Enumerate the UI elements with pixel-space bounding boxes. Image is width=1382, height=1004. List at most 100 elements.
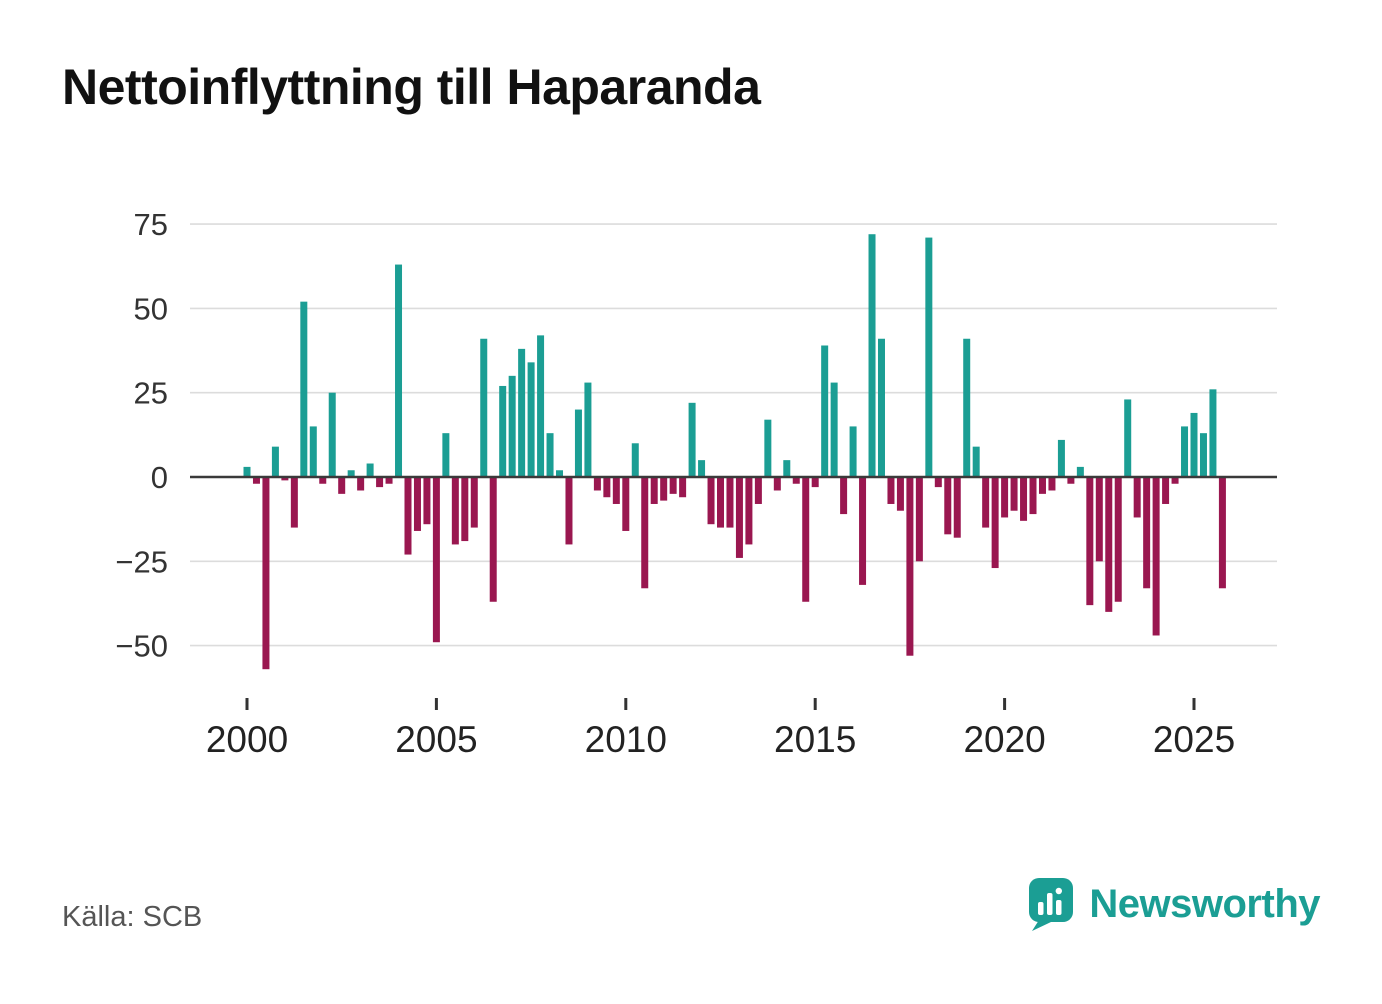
bar: 2018 Q4: -18 bbox=[953, 477, 961, 538]
bar: 2024 Q2: -8 bbox=[1162, 477, 1170, 504]
bar: 2025 Q4: -33 bbox=[1218, 477, 1226, 589]
bar: 2009 Q3: -6 bbox=[603, 477, 611, 498]
bar: 2014 Q4: -37 bbox=[802, 477, 810, 602]
bar: 2018 Q1: 71 bbox=[925, 237, 933, 477]
bar: 2012 Q2: -14 bbox=[707, 477, 715, 525]
bar: 2016 Q3: 72 bbox=[868, 234, 876, 477]
bar: 2024 Q4: 15 bbox=[1181, 426, 1189, 477]
bar: 2014 Q1: -4 bbox=[773, 477, 781, 491]
bar: 2009 Q2: -4 bbox=[593, 477, 601, 491]
bar: 2005 Q2: 13 bbox=[442, 433, 450, 477]
bar: 2021 Q1: -5 bbox=[1038, 477, 1046, 494]
bar: 2005 Q3: -20 bbox=[451, 477, 459, 545]
brand-block: Newsworthy bbox=[1027, 876, 1320, 932]
bar: 2013 Q2: -20 bbox=[745, 477, 753, 545]
bar: 2004 Q1: 63 bbox=[395, 264, 403, 477]
brand-wordmark: Newsworthy bbox=[1089, 881, 1320, 926]
bar: 2007 Q1: 30 bbox=[508, 375, 516, 477]
x-axis-label: 2025 bbox=[1153, 719, 1235, 760]
bar: 2013 Q4: 17 bbox=[764, 419, 772, 477]
bar: 2016 Q4: 41 bbox=[877, 338, 885, 477]
bar: 2000 Q4: 9 bbox=[271, 446, 279, 477]
bar: 2001 Q1: -1 bbox=[281, 477, 289, 481]
bar: 2014 Q2: 5 bbox=[783, 460, 791, 477]
chart-title: Nettoinflyttning till Haparanda bbox=[62, 59, 761, 115]
bar: 2020 Q3: -13 bbox=[1020, 477, 1028, 521]
bar: 2017 Q1: -8 bbox=[887, 477, 895, 504]
bar: 2004 Q2: -23 bbox=[404, 477, 412, 555]
bar: 2012 Q4: -15 bbox=[726, 477, 734, 528]
bar: 2015 Q3: 28 bbox=[830, 382, 838, 477]
bar: 2004 Q3: -16 bbox=[413, 477, 421, 531]
bar: 2008 Q1: 13 bbox=[546, 433, 554, 477]
bar: 2013 Q3: -8 bbox=[754, 477, 762, 504]
bar: 2023 Q4: -33 bbox=[1143, 477, 1151, 589]
bar: 2019 Q3: -15 bbox=[982, 477, 990, 528]
bar: 2023 Q1: -37 bbox=[1114, 477, 1122, 602]
bar: 2001 Q4: 15 bbox=[309, 426, 317, 477]
bar: 2013 Q1: -24 bbox=[735, 477, 743, 558]
bar: 2018 Q2: -3 bbox=[934, 477, 942, 488]
bar: 2002 Q4: 2 bbox=[347, 470, 355, 477]
bar: 2010 Q1: -16 bbox=[622, 477, 630, 531]
bar: 2021 Q4: -2 bbox=[1067, 477, 1075, 484]
bar: 2020 Q1: -12 bbox=[1001, 477, 1009, 518]
y-axis-label: 75 bbox=[134, 207, 168, 242]
x-axis-label: 2000 bbox=[206, 719, 288, 760]
bar: 2025 Q3: 26 bbox=[1209, 389, 1217, 477]
bar: 2016 Q2: -32 bbox=[859, 477, 867, 585]
bar: 2005 Q4: -19 bbox=[461, 477, 469, 542]
bar: 2024 Q3: -2 bbox=[1171, 477, 1179, 484]
bar: 2015 Q2: 39 bbox=[821, 345, 829, 477]
bar: 2021 Q2: -4 bbox=[1048, 477, 1056, 491]
bar: 2000 Q2: -2 bbox=[252, 477, 260, 484]
bar: 2016 Q1: 15 bbox=[849, 426, 857, 477]
bar: 2006 Q1: -15 bbox=[470, 477, 478, 528]
y-axis-label: 50 bbox=[134, 291, 168, 326]
bar: 2020 Q4: -11 bbox=[1029, 477, 1037, 515]
bar: 2022 Q2: -38 bbox=[1086, 477, 1094, 606]
bar: 2025 Q1: 19 bbox=[1190, 412, 1198, 477]
x-axis-label: 2020 bbox=[963, 719, 1045, 760]
bar: 2019 Q4: -27 bbox=[991, 477, 999, 569]
bar: 2019 Q1: 41 bbox=[963, 338, 971, 477]
bar: 2000 Q1: 3 bbox=[243, 466, 251, 477]
source-note: Källa: SCB bbox=[62, 901, 203, 933]
bar: 2018 Q3: -17 bbox=[944, 477, 952, 535]
bar: 2014 Q3: -2 bbox=[792, 477, 800, 484]
bar: 2011 Q4: 22 bbox=[688, 402, 696, 477]
bar: 2007 Q3: 34 bbox=[527, 362, 535, 477]
bar: 2003 Q2: 4 bbox=[366, 463, 374, 477]
bar: 2002 Q1: -2 bbox=[319, 477, 327, 484]
x-axis-label: 2010 bbox=[585, 719, 667, 760]
bar: 2003 Q1: -4 bbox=[357, 477, 365, 491]
bar: 2008 Q3: -20 bbox=[565, 477, 573, 545]
bar: 2006 Q4: 27 bbox=[499, 385, 507, 477]
bar: 2001 Q2: -15 bbox=[290, 477, 298, 528]
y-axis-label: 0 bbox=[151, 460, 168, 495]
bar: 2022 Q4: -40 bbox=[1105, 477, 1113, 612]
bar: 2022 Q1: 3 bbox=[1076, 466, 1084, 477]
bar: 2017 Q2: -10 bbox=[896, 477, 904, 511]
bar: 2002 Q3: -5 bbox=[338, 477, 346, 494]
bar: 2012 Q3: -15 bbox=[717, 477, 724, 528]
bar: 2017 Q4: -25 bbox=[915, 477, 923, 562]
bar: 2015 Q4: -11 bbox=[840, 477, 848, 515]
bar: 2023 Q2: 23 bbox=[1124, 399, 1132, 477]
bar: 2003 Q4: -2 bbox=[385, 477, 393, 484]
bar: 2020 Q2: -10 bbox=[1010, 477, 1018, 511]
bar: 2001 Q3: 52 bbox=[300, 301, 308, 477]
bar: 2006 Q3: -37 bbox=[489, 477, 497, 602]
newsworthy-logo-icon bbox=[1029, 878, 1074, 931]
bar: 2024 Q1: -47 bbox=[1152, 477, 1160, 636]
y-axis-label: −25 bbox=[115, 544, 168, 579]
bar: 2011 Q1: -7 bbox=[660, 477, 668, 501]
bar: 2005 Q1: -49 bbox=[432, 477, 440, 643]
bar: 2010 Q4: -8 bbox=[650, 477, 658, 504]
bar: 2025 Q2: 13 bbox=[1199, 433, 1207, 477]
bar: 2023 Q3: -12 bbox=[1133, 477, 1141, 518]
bar: 2009 Q1: 28 bbox=[584, 382, 592, 477]
bar: 2008 Q4: 20 bbox=[574, 409, 582, 477]
